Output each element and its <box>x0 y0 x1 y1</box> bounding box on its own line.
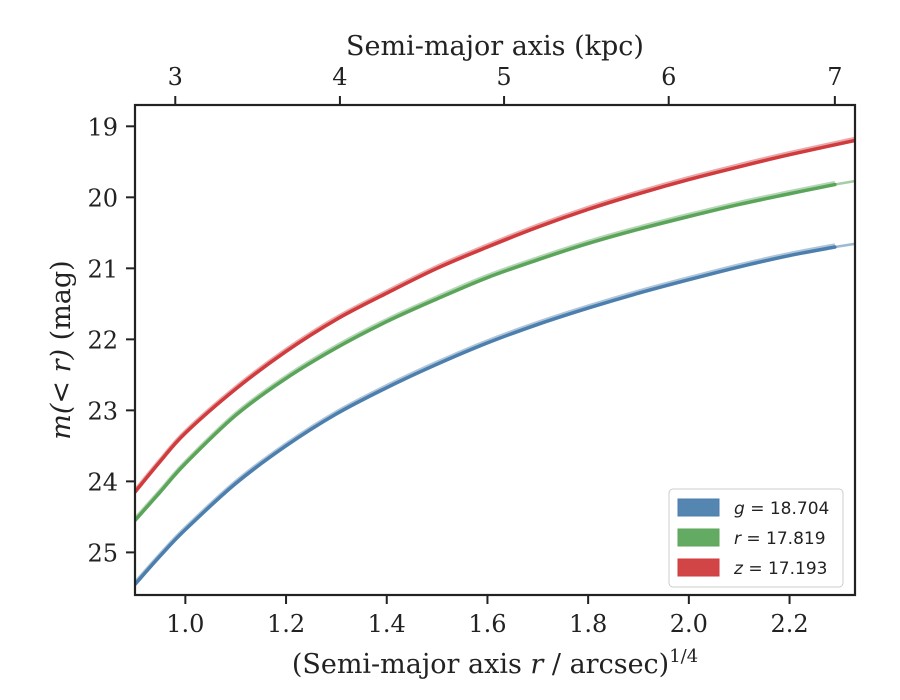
series-band-r <box>135 182 835 518</box>
y-tick-label: 21 <box>87 255 118 283</box>
top-tick-label: 6 <box>661 63 676 91</box>
legend-swatch-z <box>678 559 719 576</box>
legend-swatch-g <box>678 499 719 516</box>
legend: g = 18.704 r = 17.819 z = 17.193 <box>669 489 843 587</box>
x-axis-title-sup: 1/4 <box>669 646 698 667</box>
y-axis-title-var: m(< r) <box>46 349 77 440</box>
x-tick-label: 1.8 <box>569 610 607 638</box>
legend-swatch-r <box>678 529 719 546</box>
x-tick-label: 2.2 <box>770 610 808 638</box>
y-axis-title: m(< r) (mag) <box>46 260 77 439</box>
y-tick-label: 19 <box>87 113 118 141</box>
x-tick-label: 2.0 <box>670 610 708 638</box>
x-axis-title: (Semi-major axis r / arcsec)1/4 <box>292 646 698 680</box>
series-extension-z <box>855 139 865 141</box>
chart: 1.0 1.2 1.4 1.6 1.8 2.0 2.2 19 20 21 22 23 24 25 3 4 5 6 7… <box>0 0 900 700</box>
top-tick-label: 4 <box>332 63 347 91</box>
series-band-z <box>135 138 855 490</box>
legend-label-z: z = 17.193 <box>733 559 827 579</box>
x-axis-title-pre: (Semi-major axis <box>292 649 531 680</box>
series-line-z <box>135 141 855 493</box>
y-tick-label: 23 <box>87 397 118 425</box>
series-line-r <box>135 185 835 521</box>
x-tick-label: 1.4 <box>368 610 406 638</box>
top-axis-title: Semi-major axis (kpc) <box>346 31 644 62</box>
y-axis-title-rest: (mag) <box>46 260 77 349</box>
y-tick-label: 24 <box>87 468 118 496</box>
y-tick-label: 20 <box>87 184 118 212</box>
top-tick-label: 3 <box>168 63 183 91</box>
x-tick-label: 1.2 <box>267 610 305 638</box>
x-tick-label: 1.6 <box>468 610 506 638</box>
series-extension-g <box>835 242 865 247</box>
legend-label-r: r = 17.819 <box>734 529 826 549</box>
y-tick-label: 22 <box>87 326 118 354</box>
top-tick-label: 5 <box>496 63 511 91</box>
y-tick-label: 25 <box>87 539 118 567</box>
series-extension-r <box>835 179 865 184</box>
x-axis-title-mid: / arcsec) <box>543 649 669 680</box>
x-tick-label: 1.0 <box>166 610 204 638</box>
legend-label-g: g = 18.704 <box>734 499 829 519</box>
top-tick-label: 7 <box>827 63 842 91</box>
legend-items: g = 18.704 r = 17.819 z = 17.193 <box>678 499 829 579</box>
